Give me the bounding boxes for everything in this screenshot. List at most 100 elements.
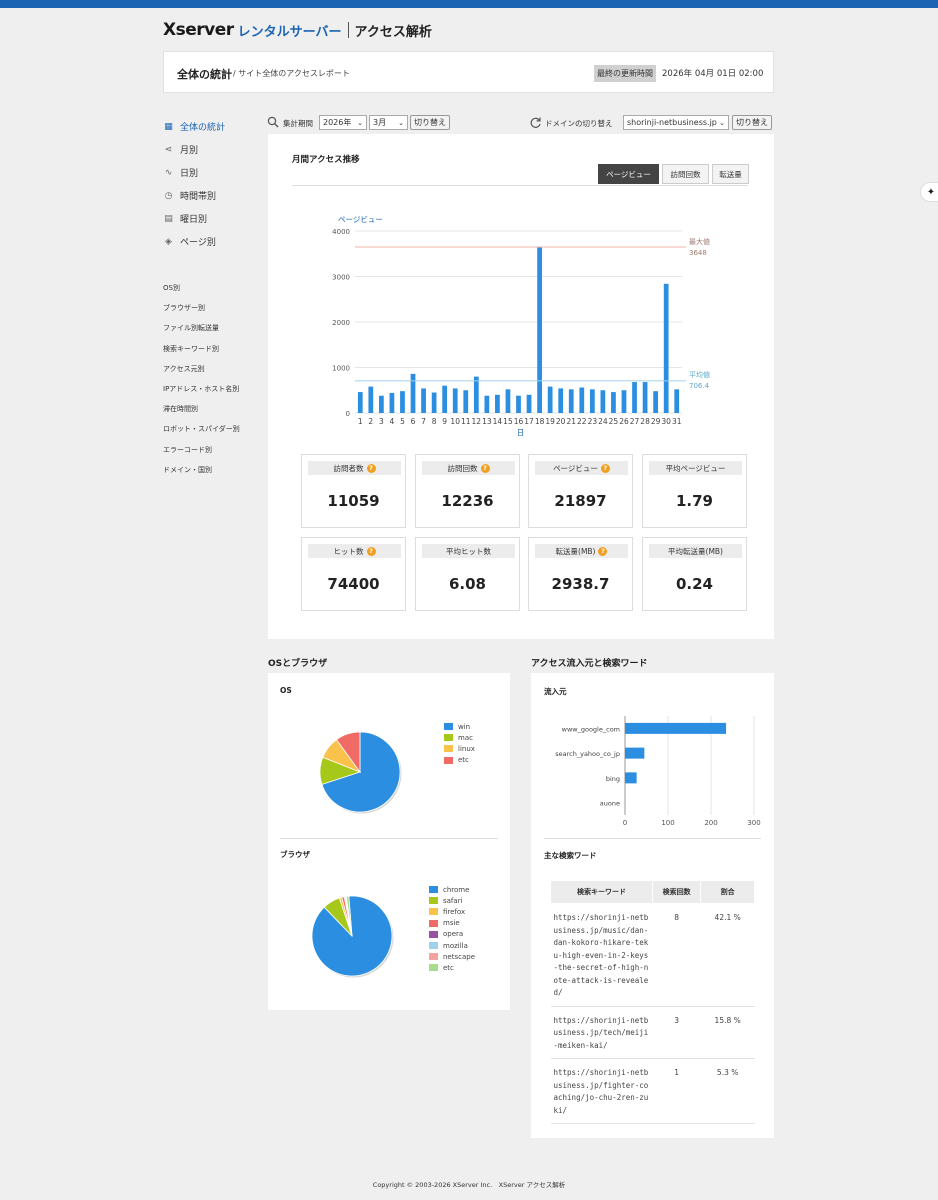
sidebar: ▦ 全体の統計 ⋖ 月別 ∿ 日別 ◷ 時間帯別 ▤ 曜日別 ◈ ページ別 OS… — [163, 115, 263, 480]
ai-assistant-button[interactable]: ✦ — [920, 182, 938, 202]
bar-day-11[interactable] — [463, 390, 469, 413]
bar-day-17[interactable] — [526, 394, 532, 413]
bar-day-16[interactable] — [516, 395, 521, 413]
browser-label: ブラウザ — [280, 850, 310, 859]
bar-day-18[interactable] — [537, 246, 542, 413]
legend-swatch — [429, 942, 438, 950]
tab-transfer[interactable]: 転送量 — [712, 164, 749, 184]
bar-day-8[interactable] — [431, 392, 437, 413]
help-icon[interactable]: ? — [366, 463, 376, 473]
sidebar-link-robot[interactable]: ロボット・スパイダー別 — [163, 425, 240, 434]
bar-day-27[interactable] — [632, 382, 637, 413]
bar-day-29[interactable] — [653, 391, 659, 413]
bar-www_google_com[interactable] — [625, 722, 727, 734]
sidebar-link-referrer[interactable]: アクセス元別 — [163, 364, 205, 373]
bar-day-28[interactable] — [642, 382, 648, 413]
bar-day-13[interactable] — [484, 395, 490, 413]
bar-day-23[interactable] — [589, 389, 595, 413]
domain-select[interactable]: shorinji-netbusiness.jp ⌄ — [623, 115, 729, 130]
bar-day-3[interactable] — [378, 395, 384, 413]
y-tick-label: auone — [600, 800, 620, 808]
y-tick-label: 1000 — [332, 365, 350, 373]
line-trend-icon: ∿ — [164, 167, 173, 178]
pie-slice-etc[interactable] — [335, 731, 361, 774]
bar-day-5[interactable] — [400, 391, 405, 413]
bar-day-30[interactable] — [663, 283, 669, 413]
tab-visits[interactable]: 訪問回数 — [662, 164, 709, 184]
chart-header-divider — [292, 185, 748, 186]
count-cell: 3 — [652, 1006, 701, 1059]
sidebar-link-search-keyword[interactable]: 検索キーワード別 — [163, 344, 219, 353]
keyword-table: 検索キーワード 検索回数 割合 https://shorinji-netbusi… — [550, 880, 755, 1124]
sidebar-item-label: 時間帯別 — [180, 192, 217, 202]
bar-day-15[interactable] — [505, 389, 511, 413]
x-tick-label: 31 — [672, 417, 682, 426]
legend-swatch — [429, 964, 438, 972]
bar-day-7[interactable] — [421, 388, 426, 413]
bar-day-6[interactable] — [410, 373, 416, 413]
stat-value: 0.24 — [675, 575, 713, 593]
bar-day-21[interactable] — [568, 389, 574, 413]
bar-day-1[interactable] — [357, 392, 363, 413]
sidebar-link-stay-time[interactable]: 滞在時間別 — [163, 405, 198, 414]
sidebar-item-monthly[interactable]: ⋖ 月別 — [163, 138, 263, 161]
sidebar-item-daily[interactable]: ∿ 日別 — [163, 161, 263, 184]
bar-day-10[interactable] — [452, 388, 458, 413]
sidebar-item-pages[interactable]: ◈ ページ別 — [163, 230, 263, 253]
x-tick-label: 16 — [514, 417, 524, 426]
bar-day-9[interactable] — [442, 385, 448, 413]
x-tick-label: 22 — [577, 417, 587, 426]
sidebar-link-domain-country[interactable]: ドメイン・国別 — [163, 465, 212, 474]
bar-day-14[interactable] — [495, 394, 500, 413]
help-icon[interactable]: ? — [598, 546, 608, 556]
bar-day-26[interactable] — [621, 390, 627, 413]
brand-logo[interactable]: Xserver レンタルサーバー アクセス解析 — [163, 20, 432, 40]
stat-card: ヒット数? 74400 — [301, 537, 406, 611]
domain-label: ドメインの切り替え — [545, 119, 613, 128]
bar-day-4[interactable] — [389, 392, 395, 413]
help-icon[interactable]: ? — [600, 463, 610, 473]
bar-day-22[interactable] — [579, 387, 585, 413]
x-tick-label: 24 — [598, 417, 608, 426]
x-tick-label: 21 — [566, 417, 576, 426]
x-tick-label: 18 — [535, 417, 545, 426]
pie-slice-etc[interactable] — [345, 895, 353, 937]
x-axis-label: 日 — [517, 428, 525, 437]
year-select[interactable]: 2026年 ⌄ — [319, 115, 367, 130]
bar-day-25[interactable] — [611, 392, 616, 413]
x-tick-label: 23 — [588, 417, 598, 426]
help-icon[interactable]: ? — [480, 463, 490, 473]
x-tick-label: 13 — [482, 417, 492, 426]
bar-day-24[interactable] — [600, 390, 606, 413]
bar-day-12[interactable] — [473, 376, 479, 413]
bar-day-31[interactable] — [674, 389, 680, 413]
legend-item-chrome: chrome — [429, 884, 475, 895]
period-apply-button[interactable]: 切り替え — [410, 115, 450, 130]
sidebar-link-ip-host[interactable]: IPアドレス・ホスト名別 — [163, 384, 240, 393]
bar-day-20[interactable] — [558, 388, 564, 413]
sidebar-item-overview[interactable]: ▦ 全体の統計 — [163, 115, 263, 138]
avg-value: 706.4 — [689, 382, 710, 390]
bar-day-19[interactable] — [547, 386, 553, 413]
sidebar-link-error-code[interactable]: エラーコード別 — [163, 445, 212, 454]
sidebar-item-weekday[interactable]: ▤ 曜日別 — [163, 207, 263, 230]
month-select[interactable]: 3月 ⌄ — [369, 115, 408, 130]
month-select-value: 3月 — [373, 118, 387, 127]
share-nodes-icon: ⋖ — [164, 144, 173, 155]
tab-pageviews[interactable]: ページビュー — [598, 164, 659, 184]
sidebar-link-browser[interactable]: ブラウザー別 — [163, 304, 205, 313]
max-label: 最大値 — [689, 237, 710, 246]
help-icon[interactable]: ? — [366, 546, 376, 556]
sidebar-item-hourly[interactable]: ◷ 時間帯別 — [163, 184, 263, 207]
bar-day-2[interactable] — [368, 386, 374, 413]
bar-search_yahoo_co_jp[interactable] — [625, 747, 645, 759]
bar-bing[interactable] — [625, 772, 637, 784]
legend-swatch — [444, 745, 453, 753]
product-name: レンタルサーバー — [237, 24, 342, 40]
domain-apply-button[interactable]: 切り替え — [732, 115, 772, 130]
x-tick-label: 4 — [390, 417, 395, 426]
y-tick-label: www_google_com — [562, 725, 620, 733]
sidebar-link-os[interactable]: OS別 — [163, 284, 180, 292]
page-subtitle: / サイト全体のアクセスレポート — [233, 69, 350, 78]
sidebar-link-file-transfer[interactable]: ファイル別転送量 — [163, 324, 219, 333]
